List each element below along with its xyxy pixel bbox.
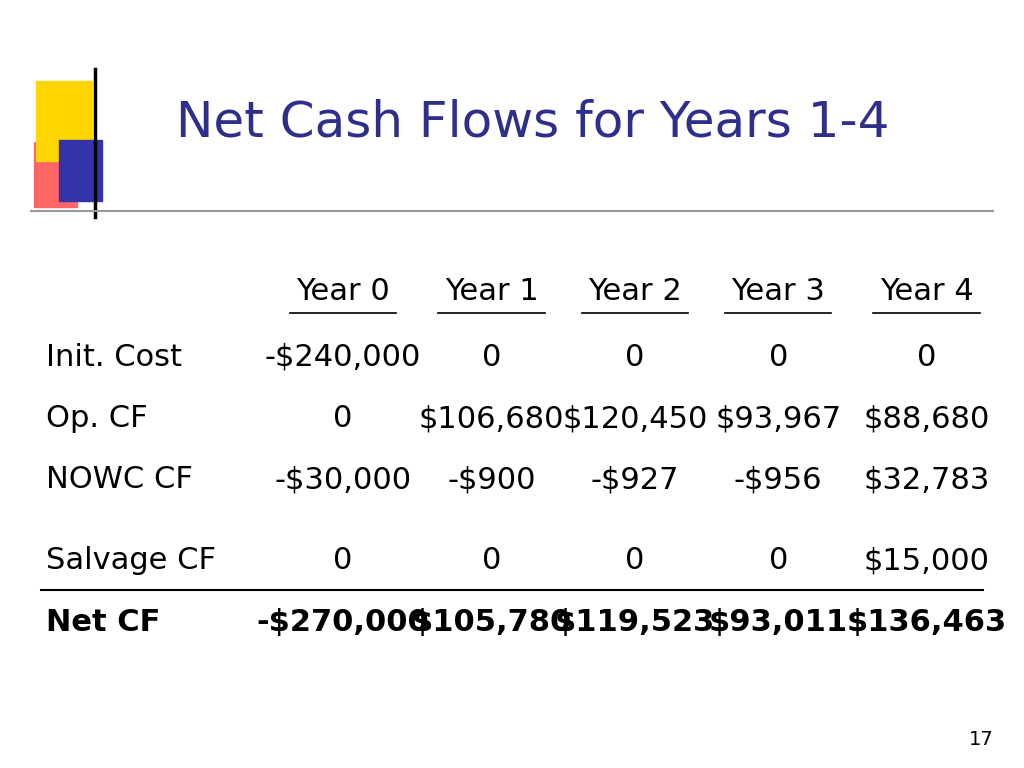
Text: -$30,000: -$30,000 [274, 465, 412, 495]
Text: -$240,000: -$240,000 [265, 343, 421, 372]
Text: Init. Cost: Init. Cost [46, 343, 182, 372]
Text: $136,463: $136,463 [847, 607, 1007, 637]
Text: 0: 0 [482, 343, 501, 372]
Text: -$956: -$956 [734, 465, 822, 495]
Text: $119,523: $119,523 [555, 607, 715, 637]
Text: Net Cash Flows for Years 1-4: Net Cash Flows for Years 1-4 [176, 99, 889, 147]
Text: 0: 0 [769, 343, 787, 372]
Text: $105,780: $105,780 [412, 607, 571, 637]
Text: $120,450: $120,450 [562, 404, 708, 433]
Text: 0: 0 [769, 546, 787, 575]
Text: $93,011: $93,011 [709, 607, 848, 637]
Text: $93,967: $93,967 [715, 404, 842, 433]
Text: $32,783: $32,783 [863, 465, 990, 495]
Text: Year 0: Year 0 [296, 277, 390, 306]
Text: $15,000: $15,000 [863, 546, 990, 575]
Text: 0: 0 [334, 546, 352, 575]
Text: Year 2: Year 2 [588, 277, 682, 306]
Text: 0: 0 [482, 546, 501, 575]
Text: Salvage CF: Salvage CF [46, 546, 216, 575]
Text: 17: 17 [969, 730, 993, 749]
Text: -$900: -$900 [447, 465, 536, 495]
Text: 0: 0 [626, 546, 644, 575]
Text: Year 4: Year 4 [880, 277, 974, 306]
Text: -$270,000: -$270,000 [257, 607, 429, 637]
Text: $106,680: $106,680 [419, 404, 564, 433]
Text: Year 3: Year 3 [731, 277, 825, 306]
Text: 0: 0 [626, 343, 644, 372]
Text: $88,680: $88,680 [863, 404, 990, 433]
Text: Op. CF: Op. CF [46, 404, 147, 433]
Text: Net CF: Net CF [46, 607, 161, 637]
Text: 0: 0 [334, 404, 352, 433]
Text: -$927: -$927 [591, 465, 679, 495]
Text: NOWC CF: NOWC CF [46, 465, 193, 495]
Text: Year 1: Year 1 [444, 277, 539, 306]
Text: 0: 0 [918, 343, 936, 372]
